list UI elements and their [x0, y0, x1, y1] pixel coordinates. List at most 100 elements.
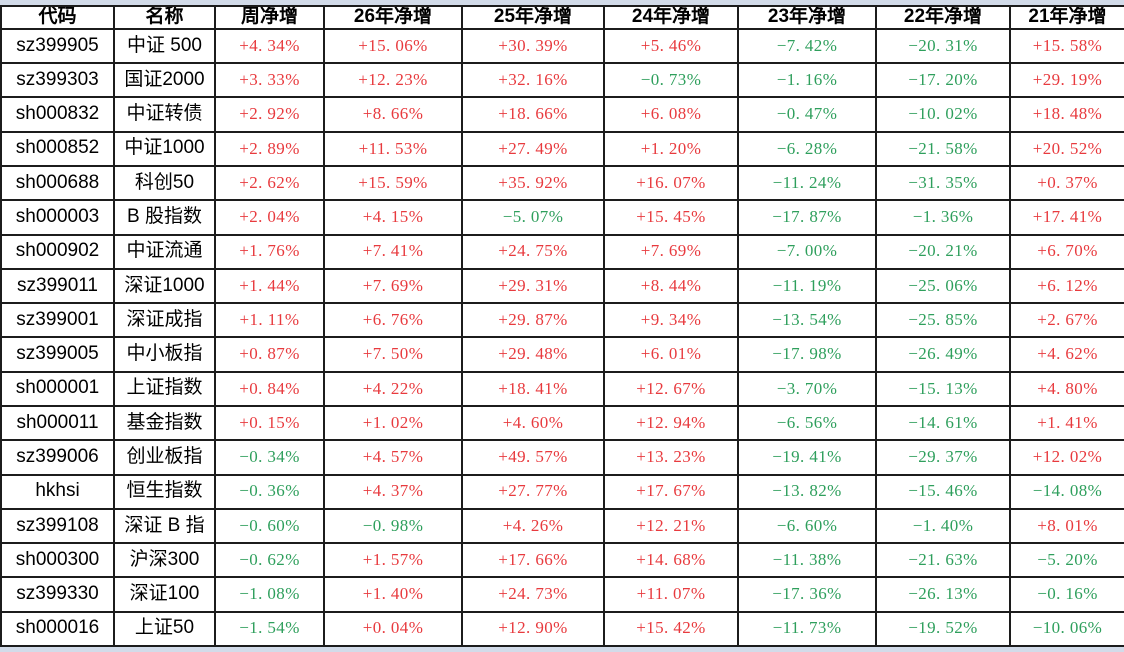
value-cell[interactable]: +5. 46% — [603, 27, 739, 65]
value-cell[interactable]: +30. 39% — [461, 27, 605, 65]
value-cell[interactable]: −6. 56% — [737, 404, 877, 442]
value-cell[interactable]: +1. 11% — [214, 302, 325, 339]
value-cell[interactable]: −17. 87% — [737, 199, 877, 236]
name-cell[interactable]: 上证指数 — [113, 370, 216, 407]
code-cell[interactable]: sh000852 — [0, 130, 115, 168]
code-cell[interactable]: sh000832 — [0, 96, 115, 133]
value-cell[interactable]: +1. 41% — [1009, 404, 1124, 442]
value-cell[interactable]: +29. 31% — [461, 267, 605, 305]
value-cell[interactable]: +4. 15% — [323, 199, 463, 236]
value-cell[interactable]: −1. 16% — [737, 62, 877, 99]
value-cell[interactable]: −20. 21% — [875, 233, 1011, 270]
value-cell[interactable]: −0. 60% — [214, 507, 325, 545]
value-cell[interactable]: −31. 35% — [875, 165, 1011, 202]
value-cell[interactable]: −11. 38% — [737, 542, 877, 579]
column-header[interactable]: 代码 — [0, 5, 115, 30]
value-cell[interactable]: +32. 16% — [461, 62, 605, 99]
name-cell[interactable]: 中证 500 — [113, 27, 216, 65]
value-cell[interactable]: +15. 45% — [603, 199, 739, 236]
value-cell[interactable]: +8. 01% — [1009, 507, 1124, 545]
value-cell[interactable]: −0. 47% — [737, 96, 877, 133]
value-cell[interactable]: +4. 62% — [1009, 336, 1124, 373]
code-cell[interactable]: sh000688 — [0, 165, 115, 202]
name-cell[interactable]: 恒生指数 — [113, 473, 216, 510]
value-cell[interactable]: +4. 22% — [323, 370, 463, 407]
code-cell[interactable]: sh000011 — [0, 404, 115, 442]
value-cell[interactable]: +4. 60% — [461, 404, 605, 442]
value-cell[interactable]: +8. 66% — [323, 96, 463, 133]
value-cell[interactable]: −13. 82% — [737, 473, 877, 510]
value-cell[interactable]: +12. 21% — [603, 507, 739, 545]
value-cell[interactable]: +15. 06% — [323, 27, 463, 65]
code-cell[interactable]: sz399303 — [0, 62, 115, 99]
name-cell[interactable]: 基金指数 — [113, 404, 216, 442]
value-cell[interactable]: +15. 42% — [603, 610, 739, 648]
value-cell[interactable]: +29. 48% — [461, 336, 605, 373]
value-cell[interactable]: −10. 06% — [1009, 610, 1124, 648]
value-cell[interactable]: +6. 76% — [323, 302, 463, 339]
value-cell[interactable]: +3. 33% — [214, 62, 325, 99]
value-cell[interactable]: −0. 34% — [214, 439, 325, 476]
value-cell[interactable]: −17. 98% — [737, 336, 877, 373]
value-cell[interactable]: −14. 08% — [1009, 473, 1124, 510]
value-cell[interactable]: −1. 36% — [875, 199, 1011, 236]
value-cell[interactable]: +12. 02% — [1009, 439, 1124, 476]
value-cell[interactable]: +1. 20% — [603, 130, 739, 168]
value-cell[interactable]: +27. 49% — [461, 130, 605, 168]
value-cell[interactable]: +12. 90% — [461, 610, 605, 648]
value-cell[interactable]: +12. 94% — [603, 404, 739, 442]
name-cell[interactable]: 科创50 — [113, 165, 216, 202]
value-cell[interactable]: +15. 59% — [323, 165, 463, 202]
value-cell[interactable]: +1. 76% — [214, 233, 325, 270]
name-cell[interactable]: B 股指数 — [113, 199, 216, 236]
value-cell[interactable]: −26. 13% — [875, 576, 1011, 613]
value-cell[interactable]: +35. 92% — [461, 165, 605, 202]
value-cell[interactable]: −11. 24% — [737, 165, 877, 202]
name-cell[interactable]: 国证2000 — [113, 62, 216, 99]
column-header[interactable]: 21年净增 — [1009, 5, 1124, 30]
value-cell[interactable]: +4. 26% — [461, 507, 605, 545]
value-cell[interactable]: −11. 73% — [737, 610, 877, 648]
value-cell[interactable]: +49. 57% — [461, 439, 605, 476]
name-cell[interactable]: 中证转债 — [113, 96, 216, 133]
value-cell[interactable]: +18. 41% — [461, 370, 605, 407]
value-cell[interactable]: +1. 02% — [323, 404, 463, 442]
column-header[interactable]: 22年净增 — [875, 5, 1011, 30]
column-header[interactable]: 24年净增 — [603, 5, 739, 30]
value-cell[interactable]: +1. 44% — [214, 267, 325, 305]
value-cell[interactable]: −15. 46% — [875, 473, 1011, 510]
value-cell[interactable]: −10. 02% — [875, 96, 1011, 133]
value-cell[interactable]: +0. 15% — [214, 404, 325, 442]
value-cell[interactable]: −17. 20% — [875, 62, 1011, 99]
value-cell[interactable]: −7. 00% — [737, 233, 877, 270]
value-cell[interactable]: +0. 04% — [323, 610, 463, 648]
code-cell[interactable]: sz399005 — [0, 336, 115, 373]
name-cell[interactable]: 深证1000 — [113, 267, 216, 305]
value-cell[interactable]: +4. 34% — [214, 27, 325, 65]
value-cell[interactable]: +17. 41% — [1009, 199, 1124, 236]
value-cell[interactable]: −0. 16% — [1009, 576, 1124, 613]
column-header[interactable]: 26年净增 — [323, 5, 463, 30]
value-cell[interactable]: +0. 37% — [1009, 165, 1124, 202]
value-cell[interactable]: +29. 19% — [1009, 62, 1124, 99]
name-cell[interactable]: 中小板指 — [113, 336, 216, 373]
value-cell[interactable]: −3. 70% — [737, 370, 877, 407]
code-cell[interactable]: hkhsi — [0, 473, 115, 510]
value-cell[interactable]: −0. 98% — [323, 507, 463, 545]
value-cell[interactable]: +6. 70% — [1009, 233, 1124, 270]
value-cell[interactable]: +4. 37% — [323, 473, 463, 510]
code-cell[interactable]: sz399108 — [0, 507, 115, 545]
value-cell[interactable]: −1. 40% — [875, 507, 1011, 545]
value-cell[interactable]: −7. 42% — [737, 27, 877, 65]
value-cell[interactable]: +4. 80% — [1009, 370, 1124, 407]
value-cell[interactable]: −1. 08% — [214, 576, 325, 613]
value-cell[interactable]: +2. 89% — [214, 130, 325, 168]
name-cell[interactable]: 中证1000 — [113, 130, 216, 168]
value-cell[interactable]: −0. 36% — [214, 473, 325, 510]
code-cell[interactable]: sh000016 — [0, 610, 115, 648]
value-cell[interactable]: −17. 36% — [737, 576, 877, 613]
value-cell[interactable]: +12. 67% — [603, 370, 739, 407]
value-cell[interactable]: +18. 66% — [461, 96, 605, 133]
value-cell[interactable]: +29. 87% — [461, 302, 605, 339]
value-cell[interactable]: +17. 66% — [461, 542, 605, 579]
